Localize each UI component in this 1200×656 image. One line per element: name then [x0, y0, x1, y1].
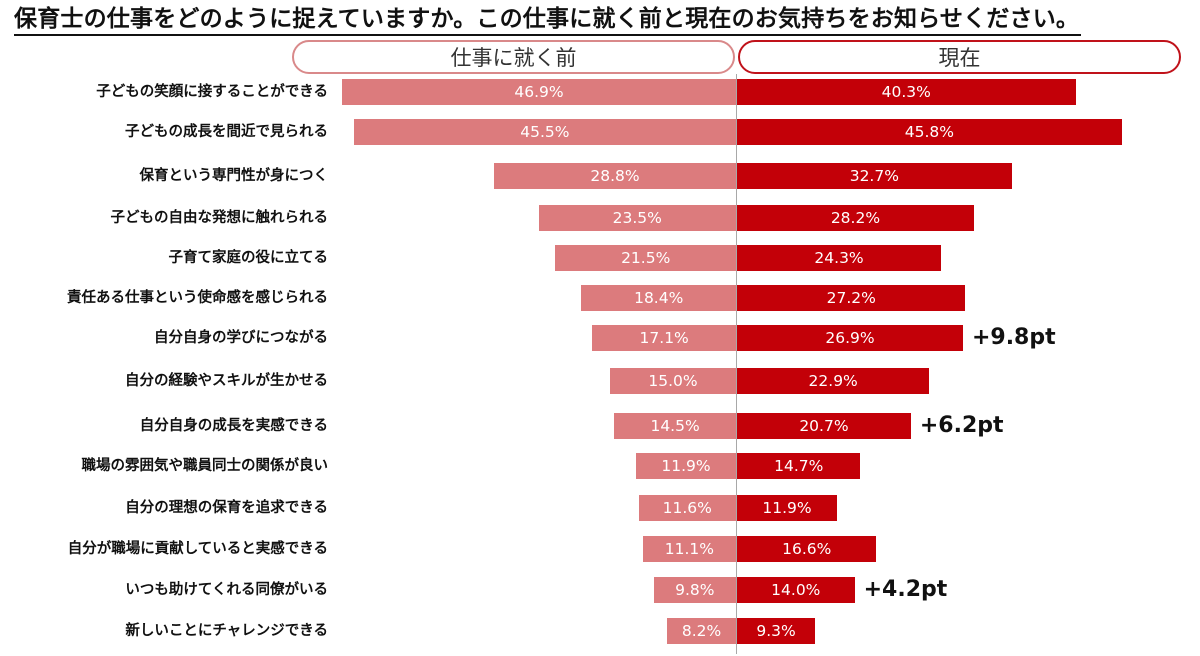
chart-row: 子育て家庭の役に立てる 21.5% 24.3% [0, 245, 1200, 271]
category-label: 新しいことにチャレンジできる [125, 623, 328, 639]
bar-now: 28.2% [737, 205, 974, 231]
category-label: 自分の経験やスキルが生かせる [125, 373, 328, 389]
delta-annotation: +6.2pt [919, 413, 1004, 438]
legend-now: 現在 [738, 40, 1181, 74]
category-label: 職場の雰囲気や職員同士の関係が良い [81, 458, 329, 474]
bar-before: 18.4% [581, 285, 736, 311]
bar-before: 8.2% [667, 618, 736, 644]
category-label: 保育という専門性が身につく [139, 168, 329, 184]
bar-before: 14.5% [614, 413, 736, 439]
category-label: 子どもの成長を間近で見られる [125, 124, 328, 140]
bar-now: 14.7% [737, 453, 861, 479]
bar-now: 45.8% [737, 119, 1122, 145]
bar-before: 15.0% [610, 368, 736, 394]
category-label: 自分の理想の保育を追求できる [125, 500, 328, 516]
bar-before: 17.1% [592, 325, 736, 351]
legend-before-label: 仕事に就く前 [450, 46, 577, 70]
bar-before: 46.9% [342, 79, 736, 105]
chart-title: 保育士の仕事をどのように捉えていますか。この仕事に就く前と現在のお気持ちをお知ら… [14, 4, 1082, 36]
chart-row: 子どもの自由な発想に触れられる 23.5% 28.2% [0, 205, 1200, 231]
bar-now: 20.7% [737, 413, 911, 439]
bar-now: 40.3% [737, 79, 1076, 105]
bar-before: 21.5% [555, 245, 736, 271]
bar-now: 26.9% [737, 325, 963, 351]
chart-row: 自分自身の学びにつながる 17.1% 26.9% +9.8pt [0, 325, 1200, 351]
bar-now: 22.9% [737, 368, 930, 394]
chart-row: いつも助けてくれる同僚がいる 9.8% 14.0% +4.2pt [0, 577, 1200, 603]
center-axis [736, 74, 737, 654]
bar-now: 32.7% [737, 163, 1012, 189]
chart-row: 自分の理想の保育を追求できる 11.6% 11.9% [0, 495, 1200, 521]
category-label: 子育て家庭の役に立てる [168, 250, 329, 266]
bar-before: 45.5% [353, 119, 736, 145]
bar-now: 14.0% [737, 577, 855, 603]
category-label: 自分が職場に貢献していると実感できる [67, 541, 328, 557]
delta-annotation: +9.8pt [971, 325, 1056, 350]
bar-now: 11.9% [737, 495, 837, 521]
chart-row: 責任ある仕事という使命感を感じられる 18.4% 27.2% [0, 285, 1200, 311]
chart-row: 新しいことにチャレンジできる 8.2% 9.3% [0, 618, 1200, 644]
category-label: 子どもの自由な発想に触れられる [110, 210, 329, 226]
chart-row: 職場の雰囲気や職員同士の関係が良い 11.9% 14.7% [0, 453, 1200, 479]
category-label: 子どもの笑顔に接することができる [96, 84, 328, 100]
bar-now: 27.2% [737, 285, 966, 311]
chart-row: 保育という専門性が身につく 28.8% 32.7% [0, 163, 1200, 189]
category-label: 自分自身の学びにつながる [154, 330, 328, 346]
category-label: 自分自身の成長を実感できる [139, 418, 328, 434]
bar-now: 24.3% [737, 245, 942, 271]
chart-row: 子どもの成長を間近で見られる 45.5% 45.8% [0, 119, 1200, 145]
legend-now-label: 現在 [938, 46, 981, 70]
bar-now: 16.6% [737, 536, 877, 562]
category-label: いつも助けてくれる同僚がいる [125, 582, 328, 598]
bar-before: 28.8% [494, 163, 736, 189]
bar-before: 9.8% [653, 577, 736, 603]
chart-row: 自分自身の成長を実感できる 14.5% 20.7% +6.2pt [0, 413, 1200, 439]
legend-before: 仕事に就く前 [292, 40, 735, 74]
bar-before: 23.5% [538, 205, 736, 231]
delta-annotation: +4.2pt [863, 577, 948, 602]
bar-now: 9.3% [737, 618, 816, 644]
chart-row: 自分の経験やスキルが生かせる 15.0% 22.9% [0, 368, 1200, 394]
category-label: 責任ある仕事という使命感を感じられる [67, 290, 328, 306]
bar-before: 11.9% [636, 453, 736, 479]
bar-before: 11.1% [642, 536, 736, 562]
chart-row: 子どもの笑顔に接することができる 46.9% 40.3% [0, 79, 1200, 105]
bar-before: 11.6% [638, 495, 736, 521]
chart-row: 自分が職場に貢献していると実感できる 11.1% 16.6% [0, 536, 1200, 562]
